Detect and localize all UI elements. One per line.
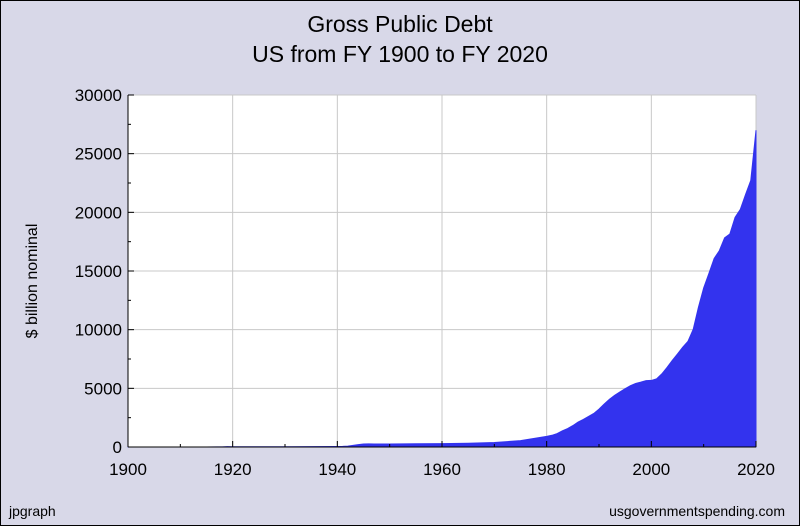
y-tick-label-30000: 30000 xyxy=(75,86,122,105)
x-tick-label-1960: 1960 xyxy=(423,460,461,479)
y-tick-label-20000: 20000 xyxy=(75,203,122,222)
y-tick-label-10000: 10000 xyxy=(75,321,122,340)
footer-credit-right: usgovernmentspending.com xyxy=(609,503,785,519)
y-tick-label-25000: 25000 xyxy=(75,145,122,164)
x-tick-label-2000: 2000 xyxy=(632,460,670,479)
chart-subtitle: US from FY 1900 to FY 2020 xyxy=(252,41,548,67)
x-tick-label-1900: 1900 xyxy=(109,460,147,479)
footer-credit-left: jpgraph xyxy=(9,503,56,519)
y-tick-label-0: 0 xyxy=(113,438,122,457)
y-tick-label-5000: 5000 xyxy=(84,379,122,398)
y-tick-label-15000: 15000 xyxy=(75,262,122,281)
x-tick-label-1920: 1920 xyxy=(214,460,252,479)
y-axis-label: $ billion nominal xyxy=(24,224,41,339)
x-tick-label-2020: 2020 xyxy=(737,460,775,479)
x-tick-label-1940: 1940 xyxy=(318,460,356,479)
chart-title: Gross Public Debt xyxy=(307,11,493,37)
x-tick-label-1980: 1980 xyxy=(528,460,566,479)
